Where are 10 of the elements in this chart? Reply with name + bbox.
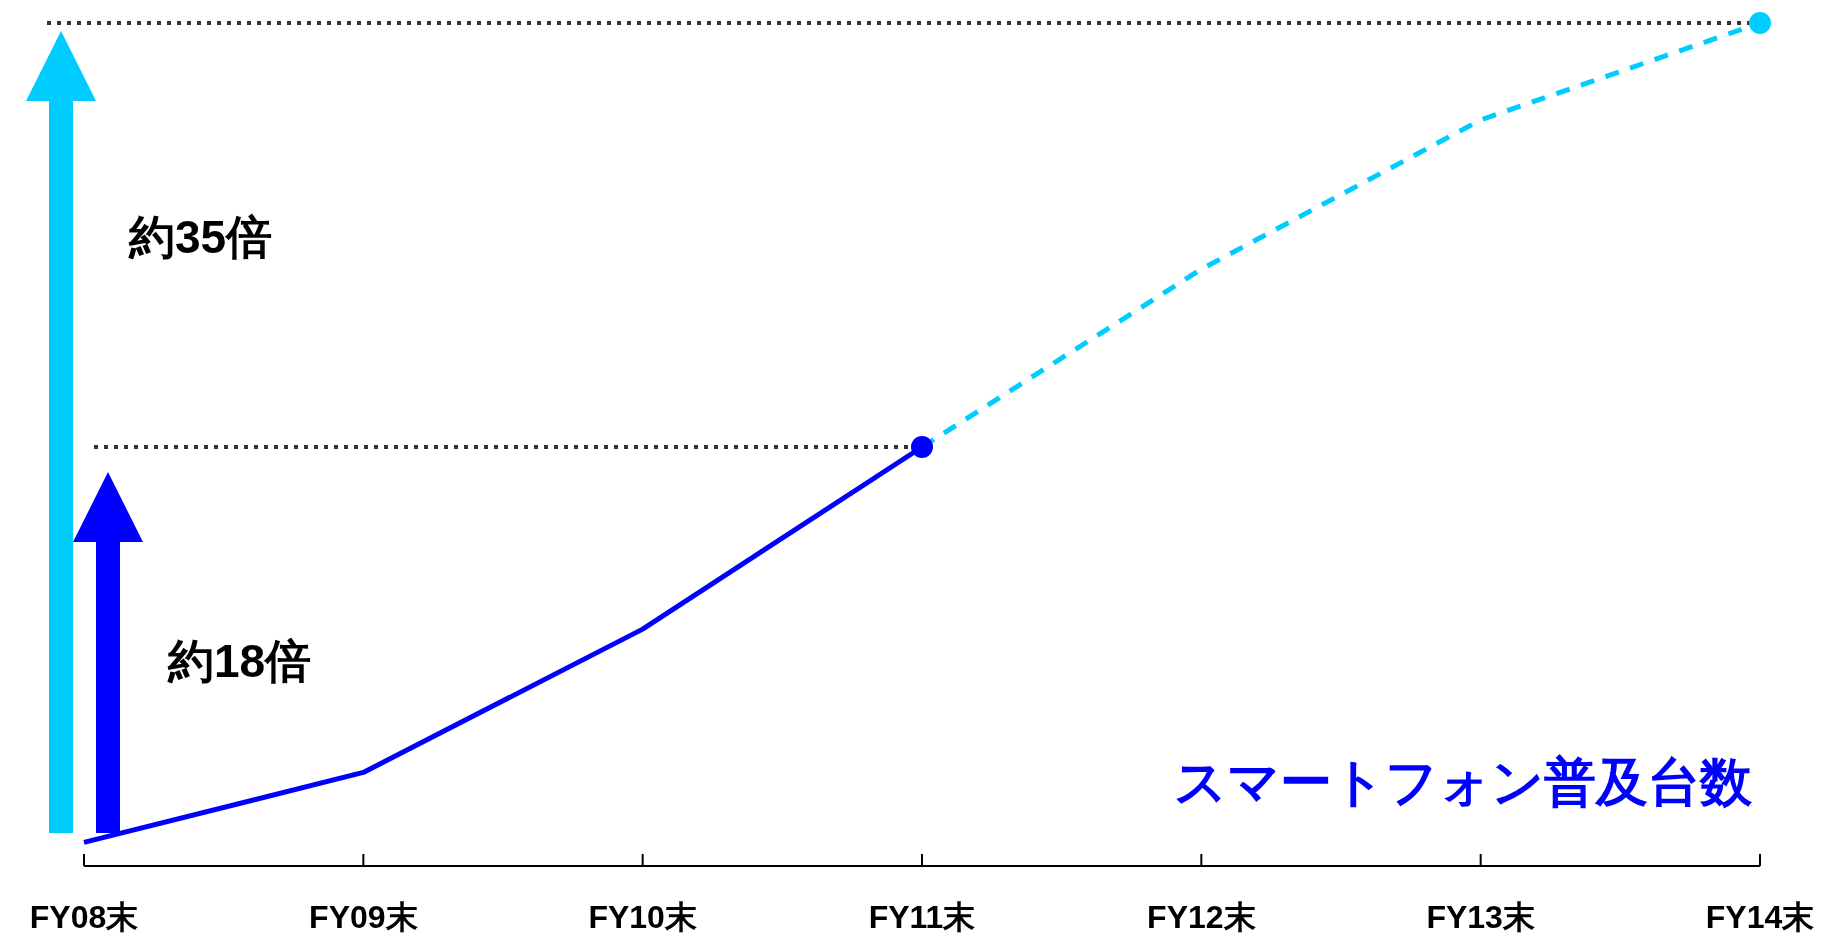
x-tick-label: FY08末 [29,899,139,935]
x-tick-label: FY14末 [1705,899,1815,935]
text: スマートフォン普及台数 [1174,753,1753,811]
annotation: 約35倍 [128,211,273,263]
x-tick-label: FY11末 [868,899,976,935]
x-tick-label: FY13末 [1426,899,1535,935]
annotation: 約18倍 [167,635,312,688]
x-tick-label: FY10末 [588,899,697,935]
x-tick-label: FY12末 [1147,899,1256,935]
x-tick-label: FY09末 [309,899,418,935]
